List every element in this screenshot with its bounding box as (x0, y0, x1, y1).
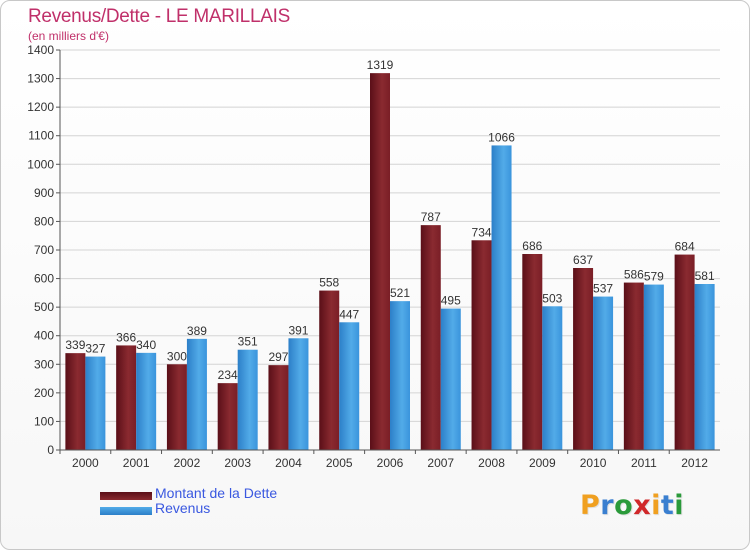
bar-revenue (237, 349, 258, 450)
bar-revenue (542, 306, 563, 450)
logo-letter: r (600, 490, 615, 521)
bar-debt (370, 73, 390, 451)
data-label: 447 (339, 307, 359, 321)
chart-title: Revenus/Dette - LE MARILLAIS (28, 6, 290, 27)
y-tick-label: 200 (34, 386, 54, 400)
data-label: 389 (187, 324, 207, 338)
logo-letter: t (660, 490, 675, 521)
bar-debt (217, 383, 238, 450)
bar-debt (522, 254, 543, 450)
x-tick-label: 2001 (123, 456, 150, 470)
bar-revenue (85, 356, 106, 450)
legend-swatch-debt (100, 492, 152, 500)
logo-letter: i (674, 490, 685, 521)
data-label: 637 (573, 253, 593, 267)
bar-revenue (643, 284, 664, 450)
legend-label-revenue: Revenus (155, 500, 211, 516)
data-label: 586 (624, 268, 644, 282)
bar-debt (116, 345, 137, 450)
data-label: 1319 (367, 58, 394, 72)
data-label: 297 (268, 350, 288, 364)
bar-revenue (339, 322, 360, 450)
data-label: 579 (644, 270, 664, 284)
y-tick-label: 300 (34, 357, 54, 371)
bar-debt (471, 240, 492, 450)
legend-label-debt: Montant de la Dette (155, 485, 278, 501)
data-label: 1066 (488, 130, 515, 144)
x-tick-label: 2003 (224, 456, 251, 470)
x-tick-label: 2005 (326, 456, 353, 470)
data-label: 734 (472, 225, 492, 239)
bar-revenue (694, 284, 715, 450)
x-tick-label: 2006 (377, 456, 404, 470)
x-tick-label: 2011 (631, 456, 657, 470)
x-tick-label: 2010 (580, 456, 607, 470)
logo-letter: o (614, 490, 634, 521)
bar-revenue (186, 338, 207, 450)
bar-revenue (390, 301, 410, 450)
y-tick-label: 100 (34, 414, 54, 428)
data-label: 684 (675, 240, 695, 254)
chart-subtitle: (en milliers d'€) (28, 29, 109, 43)
axes (56, 49, 720, 454)
data-label: 581 (695, 269, 715, 283)
bar-debt (268, 365, 289, 450)
data-label: 391 (288, 323, 308, 337)
y-tick-label: 0 (47, 443, 54, 457)
bar-revenue (440, 308, 461, 450)
y-tick-label: 700 (34, 243, 54, 257)
y-tick-label: 1000 (27, 157, 54, 171)
bar-debt (319, 290, 340, 450)
y-tick-label: 800 (34, 214, 54, 228)
x-tick-label: 2004 (275, 456, 302, 470)
y-tick-label: 400 (34, 329, 54, 343)
data-label: 521 (390, 286, 410, 300)
data-label: 300 (167, 349, 187, 363)
data-label: 327 (85, 342, 105, 356)
y-tick-label: 1200 (27, 100, 54, 114)
bar-debt (420, 225, 441, 450)
bar-revenue (491, 145, 512, 450)
x-tick-label: 2009 (529, 456, 556, 470)
logo-letter: P (580, 490, 601, 521)
bar-debt (65, 353, 86, 450)
bar-debt (573, 268, 594, 450)
y-tick-label: 500 (34, 300, 54, 314)
bars (65, 73, 715, 451)
logo-letter: x (633, 490, 652, 521)
bar-debt (674, 254, 695, 450)
proxiti-logo: Proxiti (580, 490, 684, 521)
y-tick-label: 1300 (27, 72, 54, 86)
bar-revenue (593, 296, 614, 450)
logo-letter: i (651, 490, 661, 521)
data-label: 234 (218, 368, 238, 382)
x-tick-label: 2002 (174, 456, 201, 470)
data-label: 340 (136, 338, 156, 352)
x-tick-label: 2008 (478, 456, 505, 470)
data-label: 366 (116, 330, 136, 344)
x-tick-label: 2000 (72, 456, 99, 470)
data-label: 339 (65, 338, 85, 352)
y-tick-label: 600 (34, 272, 54, 286)
x-tick-label: 2012 (681, 456, 708, 470)
data-label: 537 (593, 282, 613, 296)
labels: 0 100 200 300 400 500 600 700 800 900 1000 1100 1200… (27, 43, 715, 470)
data-label: 558 (319, 276, 339, 290)
data-label: 787 (421, 210, 441, 224)
y-tick-label: 1400 (27, 43, 54, 57)
x-tick-label: 2007 (427, 456, 454, 470)
data-label: 503 (542, 291, 562, 305)
legend-swatch-revenue (100, 507, 152, 515)
bar-debt (623, 282, 644, 450)
bar-debt (166, 364, 187, 450)
y-tick-label: 900 (34, 186, 54, 200)
data-label: 495 (441, 294, 461, 308)
y-tick-label: 1100 (28, 129, 54, 143)
bar-revenue (288, 338, 309, 450)
data-label: 686 (522, 239, 542, 253)
bar-revenue (136, 352, 157, 450)
data-label: 351 (238, 335, 258, 349)
